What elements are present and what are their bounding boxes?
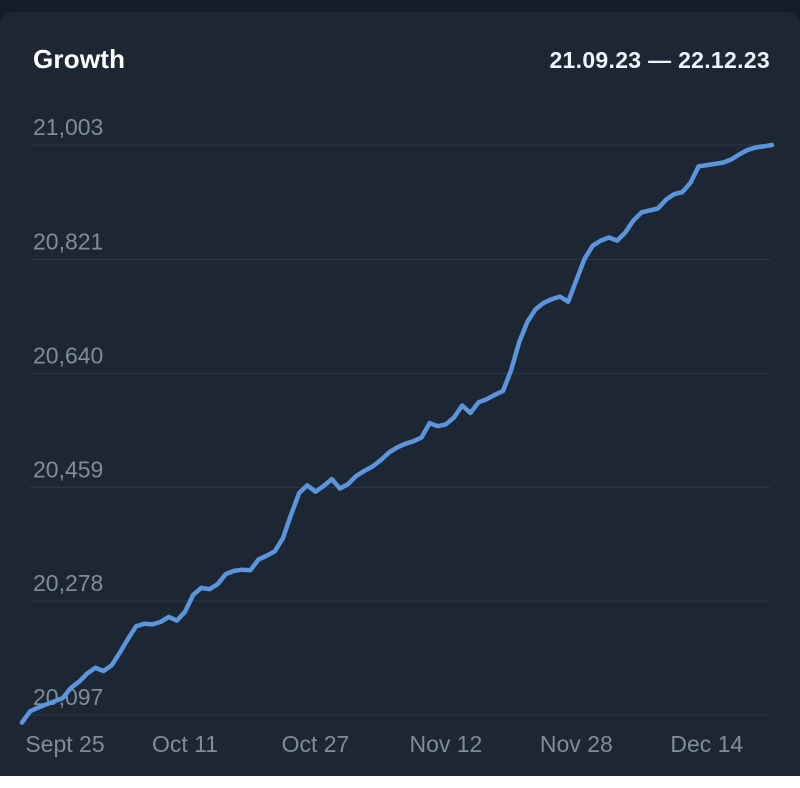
y-axis-tick-label: 20,459 [33,456,103,482]
chart-title: Growth [33,44,126,74]
x-axis-tick-label: Nov 28 [540,731,613,757]
chart-header: Growth 21.09.23 — 22.12.23 [33,44,770,75]
x-axis-tick-label: Oct 11 [152,731,218,757]
date-range-label: 21.09.23 — 22.12.23 [549,47,770,73]
y-axis-tick-label: 20,278 [33,570,103,596]
growth-chart-card: Growth 21.09.23 — 22.12.23 21,003 20,821 2… [0,12,800,776]
x-axis-tick-label: Oct 27 [282,731,350,757]
y-axis-tick-label: 20,821 [33,229,103,255]
x-axis-tick-label: Dec 14 [670,731,743,757]
growth-series-line [19,142,775,725]
x-axis-tick-label: Sept 25 [25,731,104,757]
growth-line-chart[interactable]: 21,00320,82120,64020,45920,27820,097Sept… [0,12,800,788]
y-axis-tick-label: 20,640 [33,342,103,368]
y-axis-tick-label: 21,003 [33,114,103,140]
x-axis-tick-label: Nov 12 [409,731,482,757]
